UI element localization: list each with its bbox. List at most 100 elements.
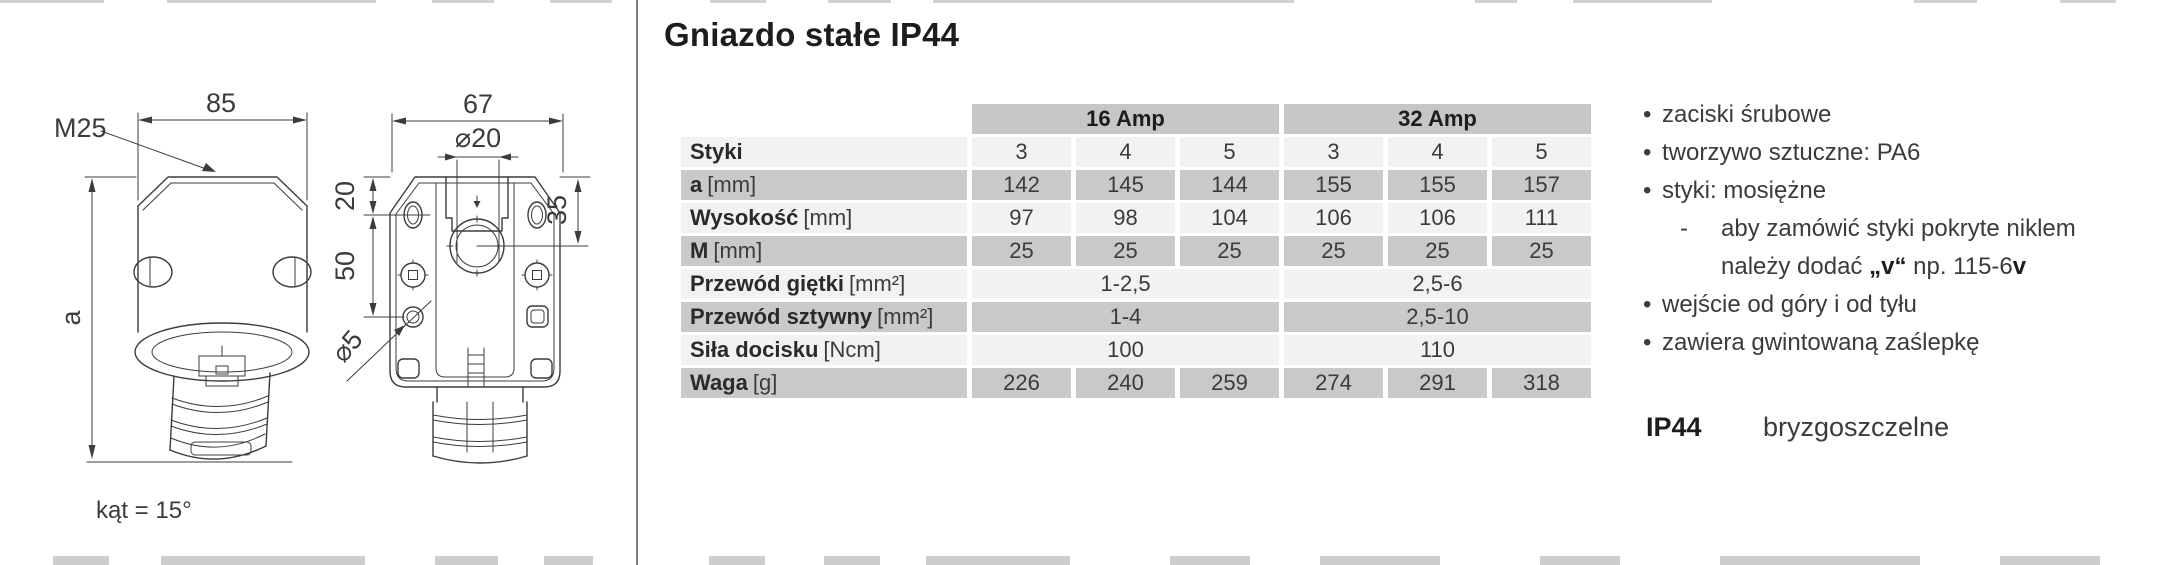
table-cell: 25: [1388, 236, 1487, 266]
feature-text: styki: mosiężne: [1662, 177, 1827, 204]
list-item: • tworzywo sztuczne: PA6: [1643, 134, 2183, 172]
table-cell: 97: [972, 203, 1071, 233]
table-row-sila-docisku: Siła docisku [Ncm] 100 110: [681, 335, 1591, 365]
dim-hole-top-offset: 20: [330, 181, 360, 211]
print-artifact: [0, 0, 104, 3]
table-cell: 318: [1492, 368, 1591, 398]
table-cell-span: 1-4: [972, 302, 1279, 332]
drawing-rear-view: 67 ⌀20 20 50 ⌀5: [326, 89, 591, 464]
feature-text: zaciski śrubowe: [1662, 101, 1832, 128]
print-artifact: [432, 0, 494, 3]
nickel-note-text: aby zamówić styki pokryte niklem należy …: [1721, 215, 2076, 280]
table-cell-span: 100: [972, 335, 1279, 365]
row-label: Przewód sztywny [mm²]: [681, 302, 967, 332]
table-cell: 145: [1076, 170, 1175, 200]
print-artifact: [161, 556, 365, 565]
list-item: • zawiera gwintowaną zaślepkę: [1643, 324, 2183, 362]
list-subitem-nickel-note: - aby zamówić styki pokryte niklem należ…: [1643, 210, 2183, 286]
feature-text: tworzywo sztuczne: PA6: [1662, 139, 1921, 166]
bullet-icon: •: [1643, 101, 1652, 128]
print-artifact: [1540, 556, 1620, 565]
table-cell: 5: [1492, 137, 1591, 167]
list-item: • zaciski śrubowe: [1643, 96, 2183, 134]
table-cell: 25: [1180, 236, 1279, 266]
bullet-icon: •: [1643, 291, 1652, 318]
page-title: Gniazdo stałe IP44: [664, 16, 960, 53]
table-cell: 157: [1492, 170, 1591, 200]
table-cell: 259: [1180, 368, 1279, 398]
table-row-a: a [mm] 142 145 144 155 155 157: [681, 170, 1591, 200]
table-cell: 106: [1284, 203, 1383, 233]
table-cell: 25: [1284, 236, 1383, 266]
table-row-waga: Waga [g] 226 240 259 274 291 318: [681, 368, 1591, 398]
col-group-16amp: 16 Amp: [972, 104, 1279, 134]
table-cell: 155: [1388, 170, 1487, 200]
print-artifact: [550, 0, 612, 3]
table-cell: 5: [1180, 137, 1279, 167]
print-artifact: [709, 556, 765, 565]
print-artifact: [435, 556, 498, 565]
table-row-wysokosc: Wysokość [mm] 97 98 104 106 106 111: [681, 203, 1591, 233]
table-cell: 111: [1492, 203, 1591, 233]
table-header-row: 16 Amp 32 Amp: [681, 104, 1591, 134]
col-group-32amp: 32 Amp: [1284, 104, 1591, 134]
row-label: Przewód giętki [mm²]: [681, 269, 967, 299]
feature-text: wejście od góry i od tyłu: [1662, 291, 1917, 318]
table-cell: 274: [1284, 368, 1383, 398]
table-row-przewod-sztywny: Przewód sztywny [mm²] 1-4 2,5-10: [681, 302, 1591, 332]
print-artifact: [828, 0, 891, 3]
print-artifact: [2060, 0, 2116, 3]
bullet-icon: •: [1643, 139, 1652, 166]
bullet-icon: •: [1643, 329, 1652, 356]
table-row-m: M [mm] 25 25 25 25 25 25: [681, 236, 1591, 266]
print-artifact: [710, 0, 766, 3]
table-cell: 144: [1180, 170, 1279, 200]
print-artifact: [1720, 556, 1920, 565]
print-artifact: [2000, 556, 2100, 565]
print-artifact: [1573, 0, 1712, 3]
row-label: Waga [g]: [681, 368, 967, 398]
table-cell: 106: [1388, 203, 1487, 233]
table-cell-span: 1-2,5: [972, 269, 1279, 299]
dim-hole-spacing: 50: [330, 251, 360, 281]
dim-front-width: 85: [206, 88, 236, 118]
ip-code: IP44: [1646, 412, 1702, 442]
list-item: • styki: mosiężne: [1643, 172, 2183, 210]
table-cell: 226: [972, 368, 1071, 398]
table-corner-cell: [681, 104, 967, 134]
print-artifact: [1475, 0, 1517, 3]
print-artifact: [167, 0, 376, 3]
table-cell: 142: [972, 170, 1071, 200]
table-cell: 25: [1076, 236, 1175, 266]
print-artifact: [544, 556, 593, 565]
table-cell: 3: [1284, 137, 1383, 167]
row-label: Styki: [681, 137, 967, 167]
dim-side-offset: 35: [542, 195, 572, 225]
dash-icon: -: [1680, 215, 1688, 242]
table-cell-span: 2,5-10: [1284, 302, 1591, 332]
column-divider: [636, 0, 638, 565]
dim-center-hole: ⌀20: [455, 123, 501, 153]
angle-note: kąt = 15°: [96, 497, 192, 524]
row-label: M [mm]: [681, 236, 967, 266]
table-cell: 4: [1388, 137, 1487, 167]
table-cell: 104: [1180, 203, 1279, 233]
table-cell: 25: [1492, 236, 1591, 266]
technical-drawing: 85 M25 a kąt = 15°: [54, 88, 591, 524]
list-item: • wejście od góry i od tyłu: [1643, 286, 2183, 324]
table-cell: 291: [1388, 368, 1487, 398]
drawing-front-view: 85 M25 a kąt = 15°: [54, 88, 312, 524]
table-cell: 4: [1076, 137, 1175, 167]
print-artifact: [933, 0, 1294, 3]
print-artifact: [1914, 0, 1977, 3]
feature-text: zawiera gwintowaną zaślepkę: [1662, 329, 1980, 356]
table-cell: 25: [972, 236, 1071, 266]
row-label: Wysokość [mm]: [681, 203, 967, 233]
table-cell: 98: [1076, 203, 1175, 233]
row-label: a [mm]: [681, 170, 967, 200]
dim-rear-width: 67: [463, 89, 493, 119]
print-artifact: [53, 556, 109, 565]
table-cell-span: 2,5-6: [1284, 269, 1591, 299]
ip-description: bryzgoszczelne: [1763, 412, 1950, 442]
